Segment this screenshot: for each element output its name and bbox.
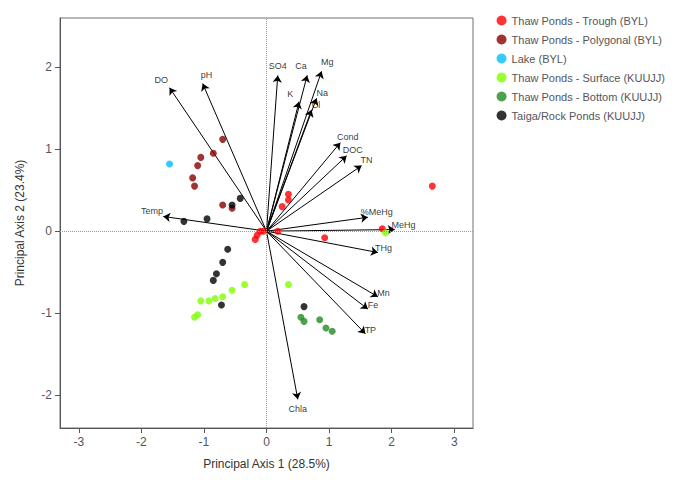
svg-text:-1: -1 — [199, 435, 210, 449]
svg-text:Cl: Cl — [312, 100, 321, 110]
svg-text:Thaw Ponds - Polygonal (BYL): Thaw Ponds - Polygonal (BYL) — [512, 34, 662, 46]
svg-text:Mg: Mg — [321, 57, 334, 67]
svg-text:THg: THg — [375, 243, 392, 253]
svg-text:-2: -2 — [136, 435, 147, 449]
svg-text:0: 0 — [45, 224, 52, 238]
svg-text:Principal Axis 1 (28.5%): Principal Axis 1 (28.5%) — [203, 457, 330, 471]
svg-text:Chla: Chla — [289, 404, 308, 414]
svg-text:-1: -1 — [41, 306, 52, 320]
svg-text:1: 1 — [326, 435, 333, 449]
svg-text:Thaw Ponds - Bottom (KUUJJ): Thaw Ponds - Bottom (KUUJJ) — [512, 91, 662, 103]
svg-text:-2: -2 — [41, 388, 52, 402]
svg-text:K: K — [287, 89, 293, 99]
svg-text:2: 2 — [45, 60, 52, 74]
svg-text:TN: TN — [361, 155, 373, 165]
svg-text:1: 1 — [45, 142, 52, 156]
svg-text:DO: DO — [155, 75, 169, 85]
svg-text:pH: pH — [201, 70, 213, 80]
svg-text:Temp: Temp — [141, 206, 163, 216]
svg-text:3: 3 — [451, 435, 458, 449]
svg-text:Mn: Mn — [377, 288, 390, 298]
svg-text:Taiga/Rock Ponds (KUUJJ): Taiga/Rock Ponds (KUUJJ) — [512, 110, 645, 122]
svg-text:MeHg: MeHg — [392, 220, 416, 230]
svg-text:SO4: SO4 — [269, 61, 287, 71]
svg-text:Fe: Fe — [368, 300, 379, 310]
svg-text:DOC: DOC — [343, 145, 364, 155]
svg-text:TP: TP — [365, 325, 377, 335]
svg-text:Cond: Cond — [337, 132, 359, 142]
svg-text:Thaw Ponds - Trough (BYL): Thaw Ponds - Trough (BYL) — [512, 15, 648, 27]
svg-text:Lake (BYL): Lake (BYL) — [512, 53, 567, 65]
svg-text:0: 0 — [263, 435, 270, 449]
svg-text:Principal Axis 2 (23.4%): Principal Axis 2 (23.4%) — [13, 160, 27, 287]
svg-text:-3: -3 — [73, 435, 84, 449]
svg-text:2: 2 — [388, 435, 395, 449]
svg-text:Na: Na — [316, 88, 328, 98]
svg-text:Thaw Ponds - Surface (KUUJJ): Thaw Ponds - Surface (KUUJJ) — [512, 72, 665, 84]
svg-text:Ca: Ca — [295, 61, 307, 71]
svg-text:%MeHg: %MeHg — [361, 207, 393, 217]
